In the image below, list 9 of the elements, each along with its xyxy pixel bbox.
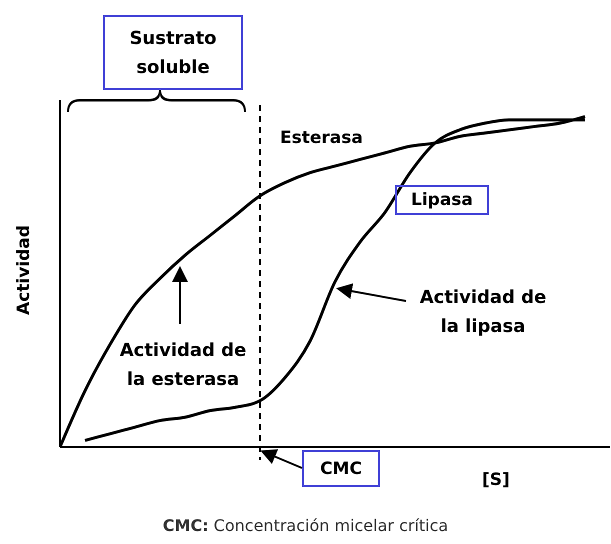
series-label: Lipasa <box>411 190 473 210</box>
text: CMC <box>320 458 362 478</box>
x-axis-title: [S] <box>482 470 510 490</box>
text: Sustrato soluble <box>128 26 218 80</box>
annotation: Actividad de la lipasa <box>418 286 548 339</box>
text: CMC: Concentración micelar crítica <box>162 516 448 535</box>
annotation: Actividad de la esterasa <box>118 339 248 392</box>
y-axis-title: Actividad <box>14 225 34 315</box>
series-label: Esterasa <box>280 128 363 148</box>
